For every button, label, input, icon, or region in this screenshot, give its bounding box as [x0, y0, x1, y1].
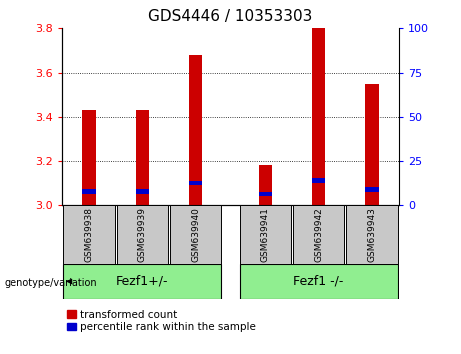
Bar — [346, 205, 398, 264]
Bar — [82, 110, 95, 205]
Bar — [312, 28, 325, 205]
Bar — [366, 84, 379, 205]
Text: Fezf1+/-: Fezf1+/- — [116, 275, 169, 288]
Legend: transformed count, percentile rank within the sample: transformed count, percentile rank withi… — [67, 310, 256, 332]
Bar — [63, 264, 221, 299]
Text: GSM639943: GSM639943 — [367, 207, 377, 262]
Bar — [240, 205, 291, 264]
Bar — [136, 189, 149, 194]
Text: Fezf1 -/-: Fezf1 -/- — [294, 275, 344, 288]
Bar — [259, 192, 272, 196]
Bar — [189, 181, 202, 185]
Title: GDS4446 / 10353303: GDS4446 / 10353303 — [148, 9, 313, 24]
Bar — [366, 187, 379, 192]
Bar — [136, 110, 149, 205]
Bar — [259, 166, 272, 205]
Bar — [240, 264, 398, 299]
Text: GSM639941: GSM639941 — [261, 207, 270, 262]
Text: GSM639942: GSM639942 — [314, 207, 323, 262]
Bar — [189, 55, 202, 205]
Text: genotype/variation: genotype/variation — [5, 278, 97, 288]
Bar — [63, 205, 115, 264]
Bar — [312, 178, 325, 183]
Bar — [170, 205, 221, 264]
Text: GSM639939: GSM639939 — [138, 207, 147, 262]
Bar — [293, 205, 344, 264]
Bar — [82, 189, 95, 194]
Bar — [117, 205, 168, 264]
Text: GSM639940: GSM639940 — [191, 207, 200, 262]
Text: GSM639938: GSM639938 — [84, 207, 94, 262]
